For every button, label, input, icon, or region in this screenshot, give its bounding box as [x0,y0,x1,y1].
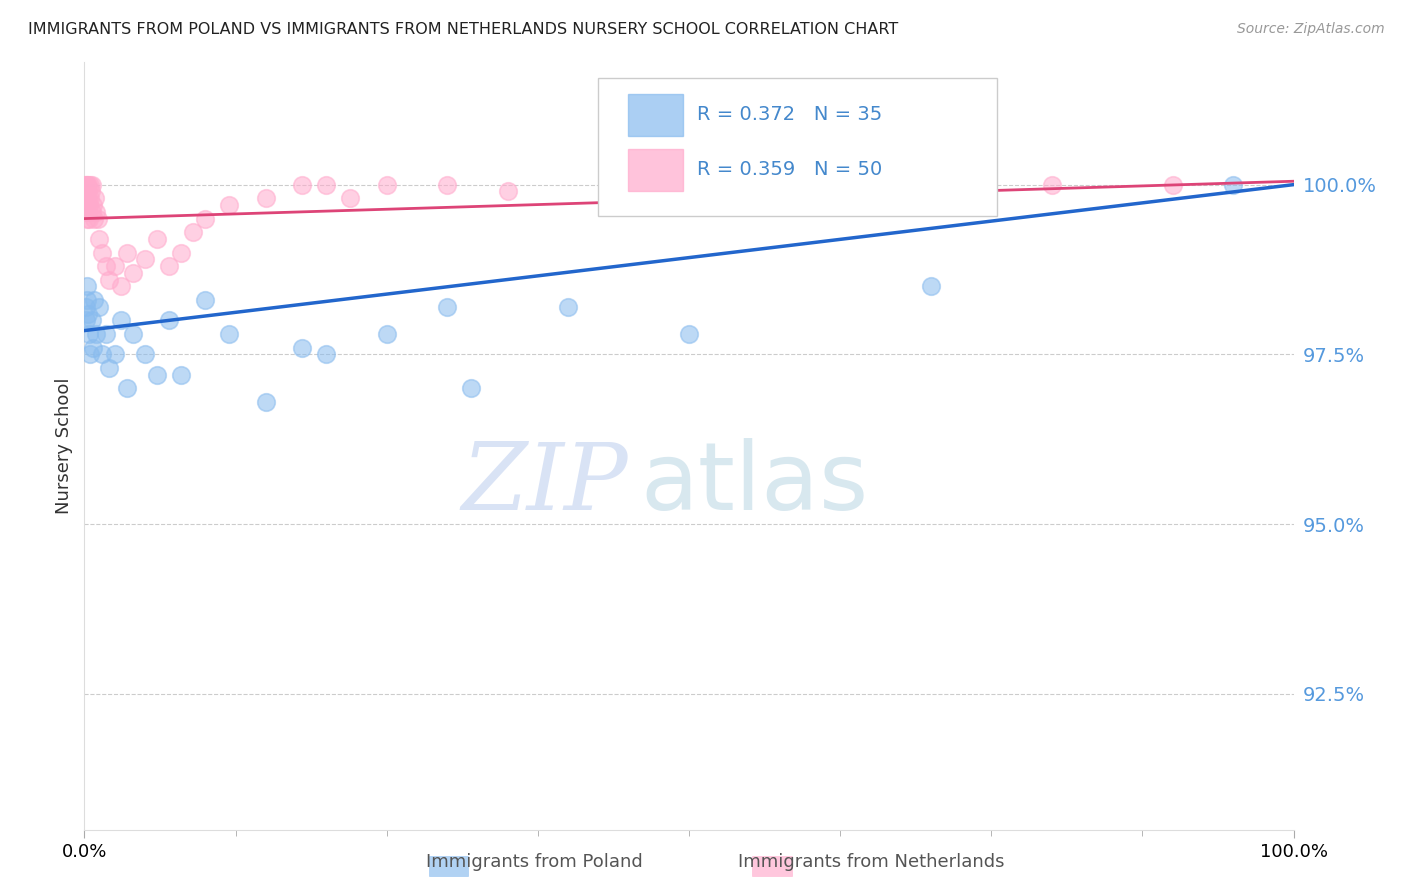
Bar [628,94,683,136]
Point [76,191,98,205]
Point [115,381,138,395]
Point [254,395,277,409]
Y-axis label: Nursery School: Nursery School [55,377,73,515]
Point [76,211,98,226]
Point [920,279,942,293]
Point [134,347,156,361]
Point [678,178,700,192]
Point [75,300,97,314]
Point [79,191,101,205]
Point [170,368,193,382]
Point [436,178,458,192]
Point [87,232,110,246]
Point [97,273,120,287]
Point [73,191,96,205]
Point [315,178,337,192]
Text: Source: ZipAtlas.com: Source: ZipAtlas.com [1237,22,1385,37]
Point [77,307,100,321]
Point [104,347,127,361]
Point [76,191,98,205]
Point [97,360,120,375]
Point [121,326,143,341]
Point [83,211,105,226]
Point [80,204,103,219]
Point [1040,178,1063,192]
Point [91,245,114,260]
Point [75,198,97,212]
Point [79,178,101,192]
Text: R = 0.359   N = 50: R = 0.359 N = 50 [697,161,883,179]
Text: atlas: atlas [641,438,869,531]
Point [799,191,821,205]
Point [86,211,108,226]
Point [76,204,98,219]
Point [75,178,97,192]
Point [77,326,100,341]
Point [460,381,482,395]
Point [91,347,114,361]
Point [1222,178,1244,192]
Point [76,293,98,307]
Text: Immigrants from Netherlands: Immigrants from Netherlands [738,853,1005,871]
Point [76,178,98,192]
Point [194,293,217,307]
Point [254,191,277,205]
Point [1161,178,1184,192]
Point [291,341,314,355]
Point [110,313,132,327]
Point [82,198,104,212]
Point [157,313,180,327]
Point [146,368,169,382]
Point [496,185,519,199]
Point [170,245,193,260]
Point [291,178,314,192]
Point [82,341,104,355]
Point [146,232,169,246]
Point [115,245,138,260]
Point [79,347,101,361]
Point [75,185,97,199]
Point [678,326,700,341]
Point [80,185,103,199]
Point [339,191,361,205]
Point [557,300,579,314]
Point [86,326,108,341]
Point [375,326,398,341]
Point [94,259,117,273]
Point [87,300,110,314]
FancyBboxPatch shape [599,78,997,216]
Text: Immigrants from Poland: Immigrants from Poland [426,853,643,871]
Point [920,178,942,192]
Point [75,313,97,327]
Point [77,198,100,212]
Point [181,225,204,239]
Point [134,252,156,267]
Text: IMMIGRANTS FROM POLAND VS IMMIGRANTS FROM NETHERLANDS NURSERY SCHOOL CORRELATION: IMMIGRANTS FROM POLAND VS IMMIGRANTS FRO… [28,22,898,37]
Point [218,326,240,341]
Point [194,211,217,226]
Point [86,204,108,219]
Point [94,326,117,341]
Point [80,313,103,327]
Point [82,178,104,192]
Point [76,279,98,293]
Bar [628,149,683,191]
Point [218,198,240,212]
Point [104,259,127,273]
Text: ZIP: ZIP [461,440,628,529]
Point [157,259,180,273]
Point [375,178,398,192]
Text: R = 0.372   N = 35: R = 0.372 N = 35 [697,105,883,124]
Point [83,293,105,307]
Point [77,178,100,192]
Point [84,191,107,205]
Point [77,211,100,226]
Point [315,347,337,361]
Point [436,300,458,314]
Point [75,178,97,192]
Point [121,266,143,280]
Point [110,279,132,293]
